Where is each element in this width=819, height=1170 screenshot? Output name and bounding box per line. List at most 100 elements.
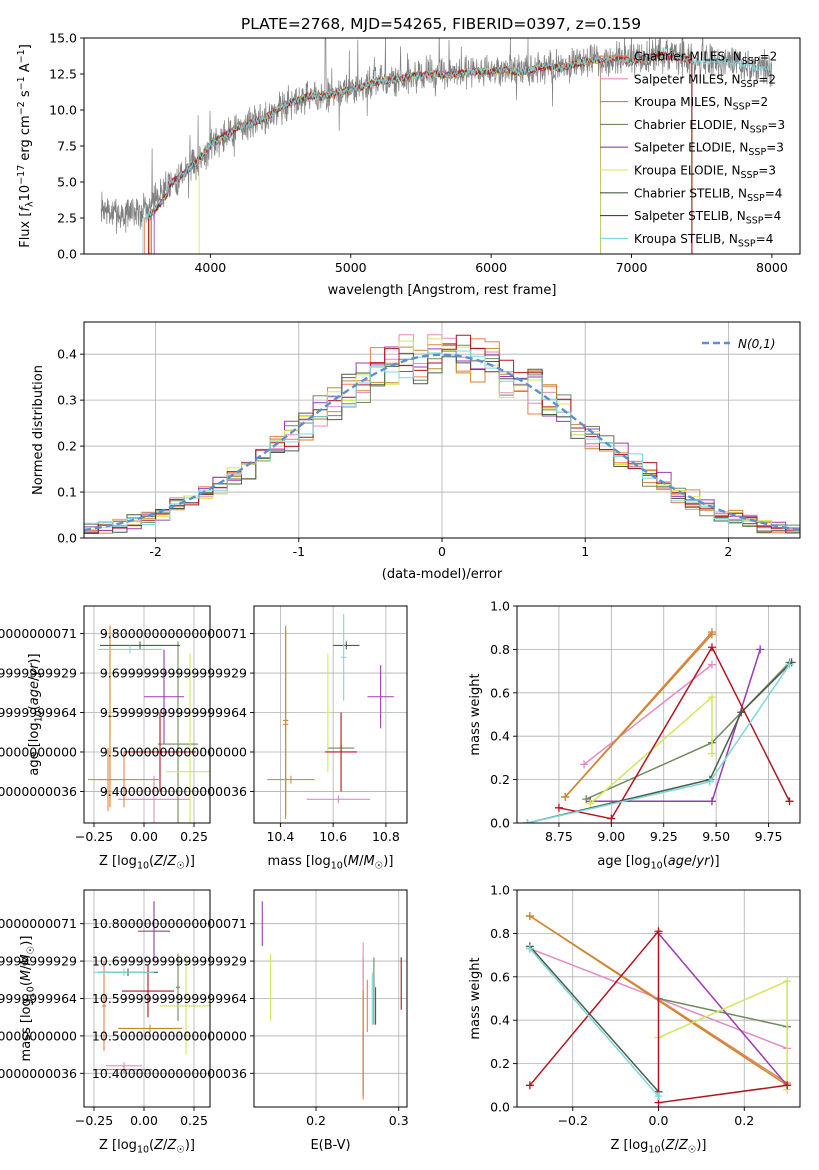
y-tick-label: 10.0 (49, 103, 77, 118)
y-tick-label: 9.59999999999999964 (100, 705, 247, 720)
weight-series-8 (525, 927, 792, 1107)
legend-label: N(0,1) (738, 337, 775, 351)
y-tick-label: 9.69999999999999929 (0, 666, 77, 681)
weight-series-4 (582, 658, 794, 804)
grid (517, 605, 800, 824)
error-point (118, 775, 190, 823)
x-tick-label: 9.50 (702, 829, 730, 844)
x-tick-label: 0 (438, 544, 446, 559)
y-tick-label: 10.59999999999999964 (0, 991, 77, 1006)
y-tick-label: 0.2 (490, 1056, 510, 1071)
x-tick-label: 0.0 (649, 1113, 669, 1128)
error-point (96, 1065, 152, 1074)
x-tick-label: 10.4 (266, 829, 294, 844)
y-tick-label: 10.69999999999999929 (92, 954, 247, 969)
x-tick-label: 0.00 (130, 1113, 158, 1128)
error-point (306, 795, 371, 804)
error-point (144, 649, 184, 745)
y-tick-label: 10.50000000000000000 (92, 1028, 247, 1043)
y-tick-label: 0.8 (490, 926, 510, 941)
spectrum-panel: 4000 5000 6000 7000 8000 0.0 2.5 5.0 7.5 10.0 12.5… (16, 31, 801, 298)
axes-frame (83, 37, 801, 255)
y-tick-label: 0.4 (490, 729, 510, 744)
plot-area (261, 901, 402, 1100)
error-point (100, 641, 180, 650)
y-tick-label: 0.2 (57, 439, 77, 454)
y-tick-label: 0.1 (57, 485, 77, 500)
y-tick-label: 0.0 (490, 816, 510, 831)
legend-label: Chabrier ELODIE, NSSP=3 (634, 118, 785, 136)
model-spectrum-8 (148, 51, 693, 254)
error-point (118, 1024, 182, 1033)
x-tick-label: -2 (149, 544, 161, 559)
y-tick-label: 9.69999999999999929 (100, 666, 247, 681)
y-axis-label: age [log10(age/yr)] (27, 653, 45, 775)
x-tick-label: 0.3 (389, 1113, 409, 1128)
y-tick-label: 0.4 (57, 347, 77, 362)
age-vs-metallicity-panel: −0.25 0.00 0.25 9.40000000000000036 9.500000… (0, 605, 211, 872)
axes-frame (253, 889, 408, 1108)
error-point (325, 712, 357, 792)
y-axis-label: mass [log10(M/M☉)] (19, 936, 37, 1062)
y-tick-label: 9.80000000000000071 (100, 626, 247, 641)
error-point (124, 712, 196, 792)
x-axis-label: Z [log10(Z/Z☉)] (611, 1138, 707, 1156)
figure-title: PLATE=2768, MJD=54265, FIBERID=0397, z=0… (241, 15, 641, 33)
error-point (94, 968, 154, 977)
weight-series-8 (554, 643, 794, 823)
axes-frame (253, 605, 408, 824)
y-tick-label: 10.80000000000000071 (0, 916, 77, 931)
x-tick-label: 9.00 (597, 829, 625, 844)
y-tick-label: 9.40000000000000036 (0, 784, 77, 799)
x-axis-label: wavelength [Angstrom, rest frame] (328, 283, 557, 298)
x-axis-label: Z [log10(Z/Z☉)] (99, 854, 195, 872)
axes-frame (83, 889, 211, 1108)
legend-label: Salpeter MILES, NSSP=2 (634, 72, 776, 90)
legend-label: Chabrier MILES, NSSP=2 (634, 50, 777, 68)
plot-area (94, 901, 210, 1074)
y-tick-label: 9.40000000000000036 (100, 784, 247, 799)
error-point (98, 645, 162, 654)
legend-label: Salpeter ELODIE, NSSP=3 (634, 141, 784, 159)
residual-histogram-9 (84, 350, 800, 528)
weight-series-2 (580, 660, 716, 769)
weight-vs-age-panel: 8.75 9.00 9.25 9.50 9.75 0.0 0.2 0.4 0.6 0.8 1.0 ag… (468, 599, 801, 872)
y-tick-label: 9.59999999999999964 (0, 705, 77, 720)
x-tick-label: 0.25 (180, 829, 208, 844)
y-tick-label: 10.69999999999999929 (0, 954, 77, 969)
error-point (367, 665, 394, 729)
y-axis-label: Normed distribution (31, 365, 46, 495)
normal-curve (84, 353, 800, 532)
error-point (160, 957, 210, 1055)
grid (254, 890, 407, 1107)
x-axis-label: E(B-V) (310, 1138, 350, 1153)
y-tick-label: 0.0 (57, 531, 77, 546)
x-tick-label: 8000 (756, 260, 788, 275)
y-tick-label: 1.0 (490, 599, 510, 614)
y-tick-label: 0.4 (490, 1013, 510, 1028)
grid (84, 890, 210, 1107)
y-tick-label: 9.50000000000000000 (0, 744, 77, 759)
model-spectrum-6 (198, 56, 602, 254)
mass-vs-extinction-panel: 0.2 0.3 10.40000000000000036 10.50000000000… (92, 889, 409, 1153)
x-tick-label: 2 (724, 544, 732, 559)
x-tick-label: 6000 (475, 260, 507, 275)
legend-label: Salpeter STELIB, NSSP=4 (634, 209, 781, 227)
y-tick-label: 0.6 (490, 685, 510, 700)
y-tick-label: 10.59999999999999964 (92, 991, 247, 1006)
model-spectrum-3 (149, 51, 693, 254)
plot-area (84, 334, 800, 534)
x-tick-label: 9.75 (755, 829, 783, 844)
weight-series-9 (525, 944, 663, 1101)
y-tick-label: 10.50000000000000000 (0, 1028, 77, 1043)
axes-frame (516, 889, 801, 1108)
weight-series-6 (586, 693, 716, 808)
y-tick-label: 0.6 (490, 969, 510, 984)
x-tick-label: −0.25 (75, 829, 113, 844)
error-point (341, 613, 347, 701)
x-tick-label: 0.2 (734, 1113, 754, 1128)
x-axis-label: Z [log10(Z/Z☉)] (99, 1138, 195, 1156)
axes-frame (516, 605, 801, 824)
x-tick-label: 10.8 (372, 829, 400, 844)
